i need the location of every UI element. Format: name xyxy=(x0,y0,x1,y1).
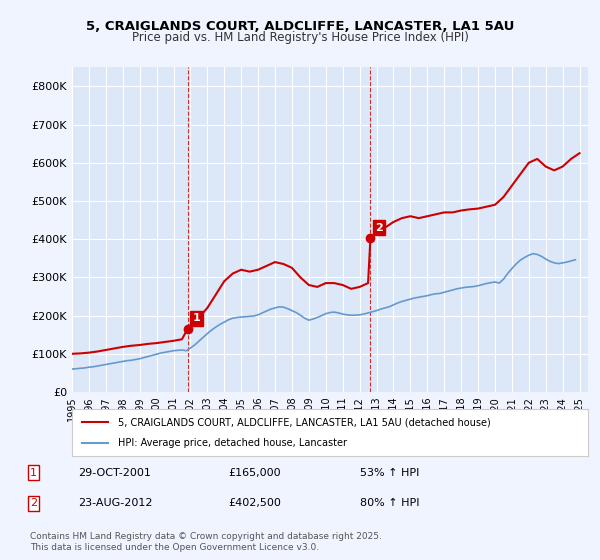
Text: Price paid vs. HM Land Registry's House Price Index (HPI): Price paid vs. HM Land Registry's House … xyxy=(131,31,469,44)
Text: 53% ↑ HPI: 53% ↑ HPI xyxy=(360,468,419,478)
Text: 2: 2 xyxy=(30,498,37,508)
Text: 2: 2 xyxy=(376,222,383,232)
Text: £165,000: £165,000 xyxy=(228,468,281,478)
Text: £402,500: £402,500 xyxy=(228,498,281,508)
Text: 29-OCT-2001: 29-OCT-2001 xyxy=(78,468,151,478)
Text: 23-AUG-2012: 23-AUG-2012 xyxy=(78,498,152,508)
Text: Contains HM Land Registry data © Crown copyright and database right 2025.
This d: Contains HM Land Registry data © Crown c… xyxy=(30,532,382,552)
Text: 1: 1 xyxy=(30,468,37,478)
Text: 5, CRAIGLANDS COURT, ALDCLIFFE, LANCASTER, LA1 5AU (detached house): 5, CRAIGLANDS COURT, ALDCLIFFE, LANCASTE… xyxy=(118,417,491,427)
Text: 80% ↑ HPI: 80% ↑ HPI xyxy=(360,498,419,508)
Text: 5, CRAIGLANDS COURT, ALDCLIFFE, LANCASTER, LA1 5AU: 5, CRAIGLANDS COURT, ALDCLIFFE, LANCASTE… xyxy=(86,20,514,32)
Text: HPI: Average price, detached house, Lancaster: HPI: Average price, detached house, Lanc… xyxy=(118,438,347,448)
Text: 1: 1 xyxy=(193,313,200,323)
